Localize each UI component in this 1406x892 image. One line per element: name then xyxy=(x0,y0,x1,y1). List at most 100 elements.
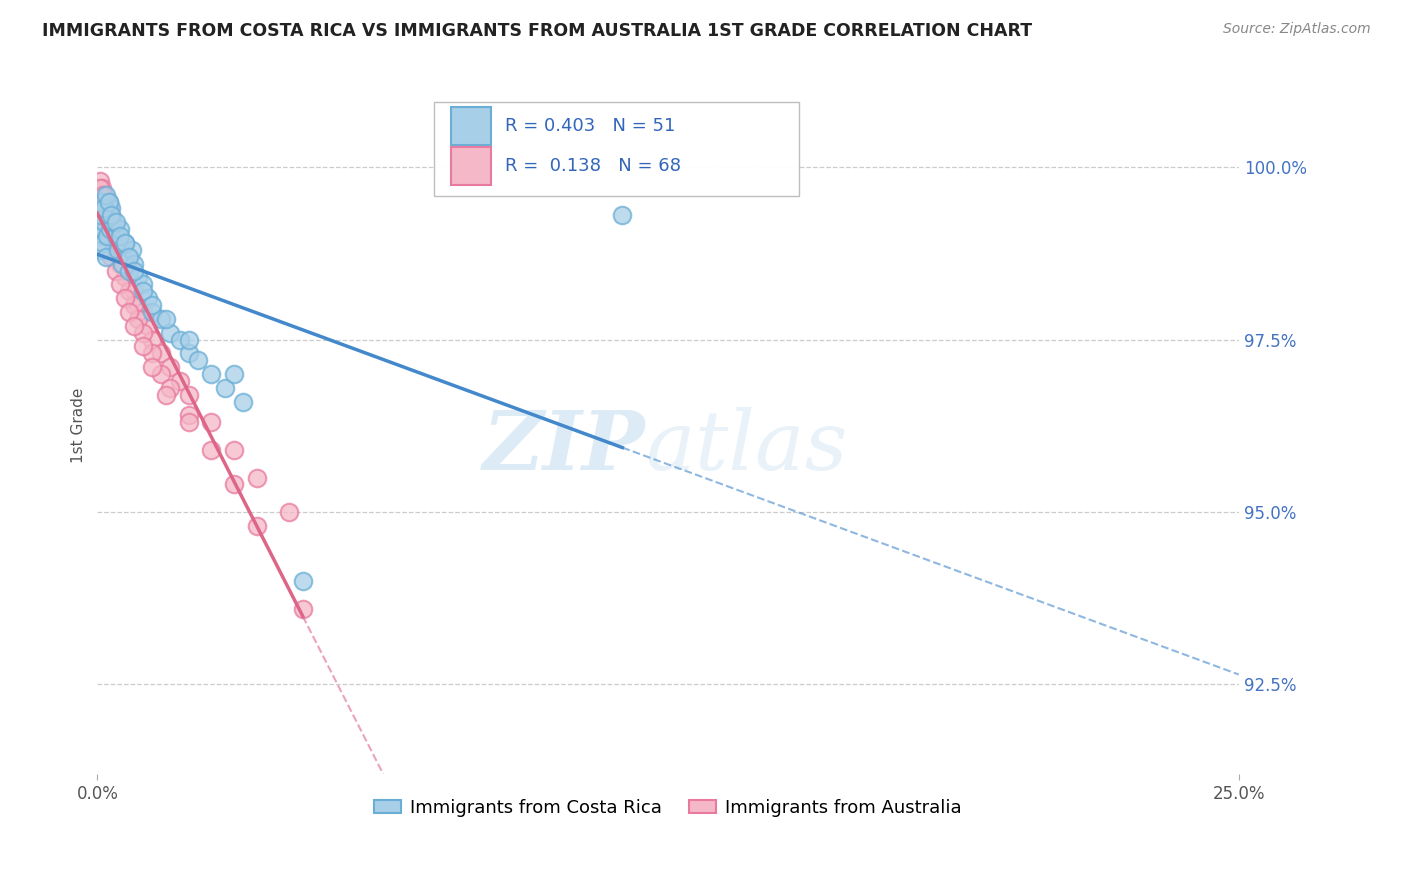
Point xyxy=(169,374,191,388)
Point xyxy=(97,194,120,209)
Point xyxy=(98,222,121,236)
Point xyxy=(118,250,141,264)
Point xyxy=(169,333,191,347)
Point xyxy=(177,409,200,423)
Point xyxy=(159,360,181,375)
Text: atlas: atlas xyxy=(645,407,848,487)
Point xyxy=(100,208,122,222)
Point xyxy=(96,208,118,222)
Point xyxy=(118,270,141,285)
Point xyxy=(93,215,115,229)
Point xyxy=(91,194,114,209)
Point xyxy=(89,174,111,188)
Point xyxy=(118,305,141,319)
Point xyxy=(114,270,136,285)
Point xyxy=(155,311,177,326)
Point xyxy=(246,470,269,484)
Point xyxy=(96,194,118,209)
Point xyxy=(159,326,181,340)
Point xyxy=(118,263,141,277)
Point xyxy=(91,235,114,250)
Point xyxy=(224,477,246,491)
Point xyxy=(94,250,117,264)
Point xyxy=(103,215,125,229)
Point xyxy=(141,305,163,319)
Point xyxy=(104,215,127,229)
Point xyxy=(90,243,112,257)
Point xyxy=(94,202,117,216)
Point xyxy=(115,263,138,277)
Point xyxy=(108,229,131,244)
FancyBboxPatch shape xyxy=(434,102,800,196)
Point xyxy=(97,215,120,229)
Point xyxy=(224,367,246,381)
Point xyxy=(132,305,155,319)
Point xyxy=(141,346,163,360)
Point xyxy=(214,381,236,395)
Point xyxy=(122,318,145,333)
Point xyxy=(121,243,143,257)
Point xyxy=(97,202,120,216)
Point xyxy=(127,311,149,326)
Text: IMMIGRANTS FROM COSTA RICA VS IMMIGRANTS FROM AUSTRALIA 1ST GRADE CORRELATION CH: IMMIGRANTS FROM COSTA RICA VS IMMIGRANTS… xyxy=(42,22,1032,40)
Point xyxy=(200,442,222,457)
Point xyxy=(90,187,112,202)
Point xyxy=(100,202,122,216)
Point xyxy=(96,229,118,244)
Point xyxy=(97,194,120,209)
Point xyxy=(122,263,145,277)
Point xyxy=(141,333,163,347)
Point xyxy=(93,215,115,229)
Bar xyxy=(451,147,491,185)
Point xyxy=(114,235,136,250)
Point xyxy=(104,243,127,257)
Point xyxy=(104,229,127,244)
Point xyxy=(127,298,149,312)
Point xyxy=(150,311,173,326)
Point xyxy=(232,394,254,409)
Point xyxy=(108,243,131,257)
Point xyxy=(155,388,177,402)
Point xyxy=(90,181,112,195)
Point xyxy=(108,277,131,292)
Point xyxy=(107,235,129,250)
Text: Source: ZipAtlas.com: Source: ZipAtlas.com xyxy=(1223,22,1371,37)
Point xyxy=(111,250,134,264)
Point xyxy=(291,601,314,615)
Point xyxy=(93,202,115,216)
Point xyxy=(612,208,634,222)
Point xyxy=(132,326,155,340)
Point xyxy=(177,333,200,347)
Point xyxy=(177,346,200,360)
Point xyxy=(136,318,159,333)
Point xyxy=(136,291,159,305)
Point xyxy=(96,229,118,244)
Point xyxy=(90,202,112,216)
Point xyxy=(108,257,131,271)
Point xyxy=(132,339,155,353)
Point xyxy=(107,243,129,257)
Point xyxy=(159,381,181,395)
Point xyxy=(118,285,141,299)
Text: ZIP: ZIP xyxy=(482,407,645,487)
Point xyxy=(89,181,111,195)
Point xyxy=(150,346,173,360)
Point xyxy=(98,215,121,229)
Point xyxy=(187,353,209,368)
Point xyxy=(291,574,314,588)
Point xyxy=(127,270,149,285)
Point xyxy=(96,208,118,222)
Point xyxy=(96,208,118,222)
Point xyxy=(200,415,222,429)
Point xyxy=(150,367,173,381)
Point xyxy=(100,222,122,236)
Bar xyxy=(451,107,491,145)
Point xyxy=(115,250,138,264)
Point xyxy=(122,285,145,299)
Point xyxy=(122,257,145,271)
Point xyxy=(278,505,301,519)
Point xyxy=(246,518,269,533)
Point xyxy=(96,187,118,202)
Point xyxy=(90,222,112,236)
Point xyxy=(89,208,111,222)
